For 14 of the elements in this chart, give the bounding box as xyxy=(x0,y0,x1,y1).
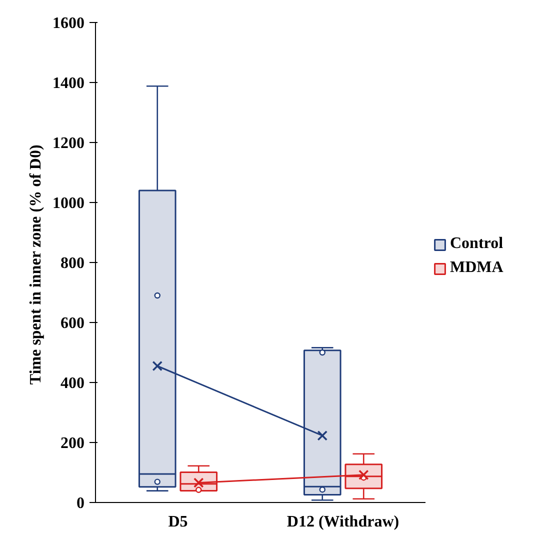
x-tick-label: D5 xyxy=(168,514,188,530)
y-tick-label: 800 xyxy=(60,255,84,272)
y-axis-title: Time spent in inner zone (% of D0) xyxy=(28,144,44,385)
y-tick-label: 1000 xyxy=(52,195,84,212)
y-tick-label: 400 xyxy=(60,375,84,392)
y-tick-label: 1200 xyxy=(52,135,84,152)
x-tick-label: D12 (Withdraw) xyxy=(286,514,400,530)
y-tick-label: 200 xyxy=(60,435,84,452)
y-tick-label: 1600 xyxy=(52,15,84,32)
legend-label: Control xyxy=(450,235,504,253)
legend-label: MDMA xyxy=(450,259,504,277)
y-tick-label: 1400 xyxy=(52,75,84,92)
y-tick-label: 600 xyxy=(60,315,84,332)
y-tick-label: 0 xyxy=(76,495,84,512)
